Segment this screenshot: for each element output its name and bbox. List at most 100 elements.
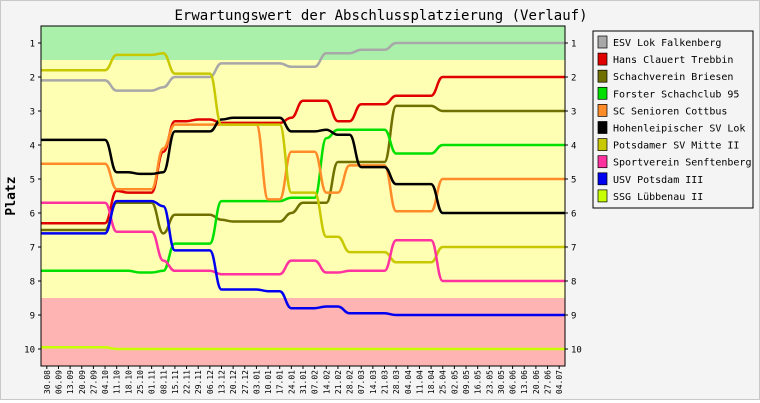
x-tick-label: 20.06 [532, 370, 541, 394]
x-tick-label: 27.06 [544, 370, 553, 394]
x-tick-label: 11.10 [113, 370, 122, 394]
y-tick-label-left: 4 [30, 142, 35, 152]
x-tick-label: 16.05 [474, 370, 483, 394]
y-tick-label-left: 10 [24, 346, 35, 356]
x-tick-label: 25.10 [136, 370, 145, 394]
legend-label: Potsdamer SV Mitte II [613, 141, 739, 152]
x-tick-label: 04.04 [404, 370, 413, 394]
x-tick-label: 20.09 [78, 370, 87, 394]
y-tick-label-right: 1 [571, 40, 576, 50]
legend-swatch [597, 35, 608, 49]
series-line-10 [41, 346, 565, 351]
x-tick-label: 08.11 [159, 370, 168, 394]
x-tick-label: 31.01 [299, 370, 308, 394]
legend-swatch [597, 138, 608, 151]
x-tick-label: 28.03 [392, 370, 401, 394]
legend-label: USV Potsdam III [613, 175, 703, 186]
y-tick-label-right: 7 [571, 244, 576, 254]
x-tick-label: 04.07 [555, 370, 564, 394]
x-tick-label: 23.05 [485, 370, 494, 394]
x-tick-label: 25.04 [439, 370, 448, 394]
x-axis-ticks: 30.08 06.09 13.09 20.09 27.09 04.10 11.10 18.10… [43, 366, 564, 394]
legend-label: Hans Clauert Trebbin [613, 55, 733, 66]
legend-swatch [597, 52, 608, 66]
legend-swatch [597, 86, 608, 100]
x-tick-label: 02.05 [450, 370, 459, 394]
series-line-7 [41, 51, 565, 264]
y-tick-label-right: 3 [571, 108, 576, 118]
series-line-4 [41, 128, 565, 274]
y-tick-label-left: 9 [30, 312, 35, 322]
y-tick-label-left: 8 [30, 278, 35, 288]
y-tick-label-left: 2 [30, 74, 35, 84]
y-tick-label-left: 5 [30, 176, 35, 186]
x-tick-label: 28.02 [346, 370, 355, 394]
x-tick-label: 30.08 [43, 370, 52, 394]
legend-swatch [597, 121, 608, 134]
x-tick-label: 04.10 [101, 370, 110, 394]
series-line-1 [41, 41, 565, 92]
x-tick-label: 13.06 [520, 370, 529, 394]
y-tick-label-left: 1 [30, 40, 35, 50]
legend-swatch [597, 172, 608, 186]
y-axis-ticks: 1 1 2 2 3 3 4 4 5 5 6 6 7 7 8 8 9 9 10 10 [24, 40, 582, 356]
x-tick-label: 18.04 [427, 370, 436, 394]
x-tick-label: 29.11 [194, 370, 203, 394]
x-tick-label: 22.11 [183, 370, 192, 394]
y-tick-label-right: 5 [571, 176, 576, 186]
legend: ESV Lok Falkenberg Hans Clauert Trebbin Sc… [592, 30, 754, 209]
legend-label: SC Senioren Cottbus [613, 106, 727, 117]
x-tick-label: 06.06 [509, 370, 518, 394]
legend-swatch [597, 189, 608, 203]
series-line-3 [41, 104, 565, 235]
x-tick-label: 27.12 [241, 370, 250, 394]
x-tick-label: 14.03 [369, 370, 378, 394]
x-tick-label: 13.12 [217, 370, 226, 394]
series-line-8 [41, 201, 565, 283]
x-tick-label: 30.05 [497, 370, 506, 394]
x-tick-label: 14.02 [322, 370, 331, 394]
y-tick-label-right: 9 [571, 312, 576, 322]
x-tick-label: 06.12 [206, 370, 215, 394]
legend-label: SSG Lübbenau II [613, 192, 703, 203]
chart-title: Erwartungswert der Abschlussplatzierung … [174, 8, 587, 24]
x-tick-label: 24.01 [287, 370, 296, 394]
y-tick-label-right: 2 [571, 74, 576, 84]
x-tick-label: 17.01 [276, 370, 285, 394]
x-tick-label: 10.01 [264, 370, 273, 394]
y-tick-label-right: 6 [571, 210, 576, 220]
x-tick-label: 20.12 [229, 370, 238, 394]
series-line-5 [41, 123, 565, 213]
legend-swatch [597, 69, 608, 83]
x-tick-label: 27.09 [89, 370, 98, 394]
series-line-6 [41, 116, 565, 215]
x-tick-label: 18.10 [124, 370, 133, 394]
y-tick-label-left: 3 [30, 108, 35, 118]
x-tick-label: 21.02 [334, 370, 343, 394]
x-tick-label: 13.09 [66, 370, 75, 394]
legend-swatch [597, 155, 608, 169]
series-line-2 [41, 75, 565, 225]
x-tick-label: 03.01 [252, 370, 261, 394]
y-tick-label-left: 6 [30, 210, 35, 220]
y-tick-label-right: 10 [571, 346, 582, 356]
y-tick-label-left: 7 [30, 244, 35, 254]
y-axis-label: Platz [4, 176, 19, 215]
x-tick-label: 07.02 [311, 370, 320, 394]
x-tick-label: 01.11 [148, 370, 157, 394]
x-tick-label: 15.11 [171, 370, 180, 394]
series-layer [41, 41, 565, 351]
legend-label: Sportverein Senftenberg [613, 158, 751, 169]
x-tick-label: 21.03 [381, 370, 390, 394]
y-tick-label-right: 8 [571, 278, 576, 288]
legend-label: Forster Schachclub 95 [613, 89, 739, 100]
legend-swatch [597, 104, 608, 117]
legend-label: Hohenleipischer SV Lok [613, 124, 745, 135]
x-tick-label: 11.04 [415, 370, 424, 394]
x-tick-label: 06.09 [54, 370, 63, 394]
x-tick-label: 07.03 [357, 370, 366, 394]
legend-box [592, 30, 754, 209]
x-tick-label: 09.05 [462, 370, 471, 394]
